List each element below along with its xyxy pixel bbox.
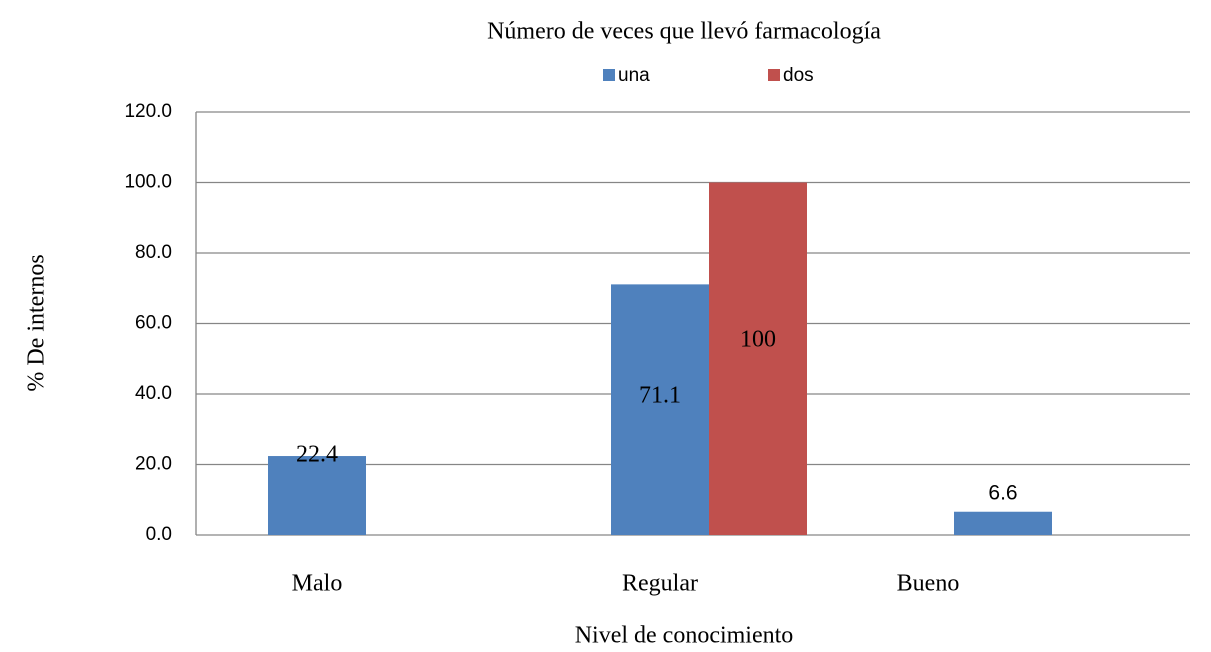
bar — [611, 284, 709, 535]
x-tick-label: Bueno — [897, 571, 960, 597]
legend-label: dos — [783, 65, 814, 86]
y-tick-label: 60.0 — [135, 313, 172, 334]
y-tick-label: 40.0 — [135, 383, 172, 404]
y-tick-label: 20.0 — [135, 454, 172, 475]
data-label: 100 — [740, 327, 776, 353]
y-axis-label: % De internos — [24, 254, 50, 391]
legend-label: una — [618, 65, 650, 86]
y-tick-label: 100.0 — [124, 172, 172, 193]
data-label: 6.6 — [988, 481, 1017, 504]
x-axis-label: Nivel de conocimiento — [575, 623, 794, 649]
legend-swatch — [603, 69, 615, 81]
x-tick-label: Malo — [292, 571, 343, 597]
y-tick-label: 80.0 — [135, 242, 172, 263]
y-tick-label: 120.0 — [124, 101, 172, 122]
bar — [709, 182, 807, 535]
data-label: 71.1 — [639, 383, 681, 409]
chart-title: Número de veces que llevó farmacología — [487, 19, 881, 45]
data-label: 22.4 — [296, 442, 338, 468]
y-tick-label: 0.0 — [146, 524, 172, 545]
bar — [954, 511, 1052, 535]
bar — [268, 456, 366, 535]
legend-swatch — [768, 69, 780, 81]
x-tick-label: Regular — [622, 571, 698, 597]
